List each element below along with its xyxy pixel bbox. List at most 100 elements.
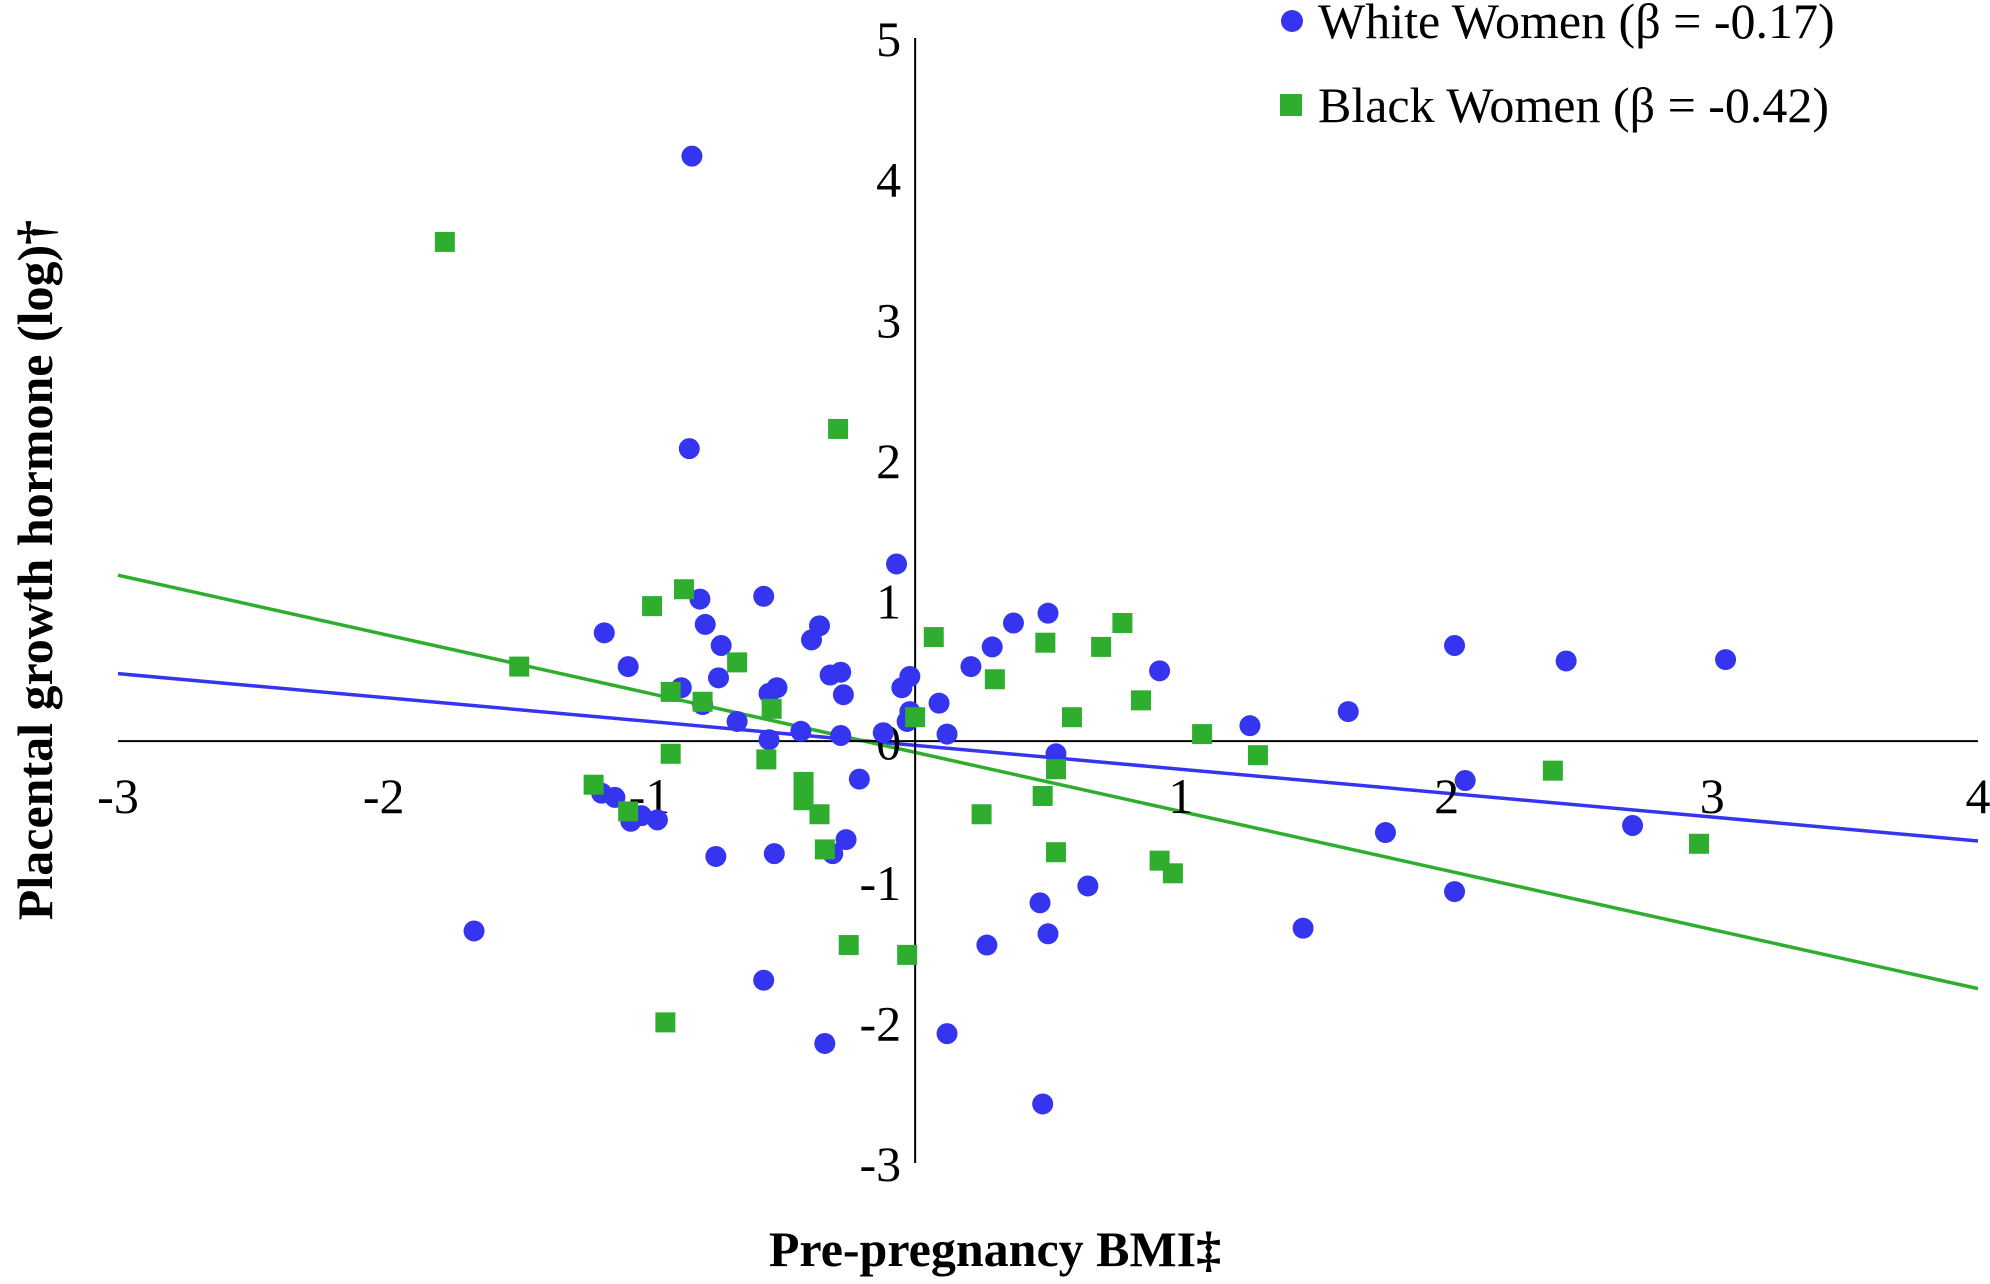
- point-white-women: [753, 586, 774, 607]
- point-black-women: [674, 579, 694, 599]
- point-black-women: [661, 744, 681, 764]
- point-white-women: [833, 684, 854, 705]
- x-tick-label: 3: [1700, 768, 1725, 824]
- legend-marker-black: [1280, 94, 1302, 116]
- x-tick-label: 2: [1434, 768, 1459, 824]
- y-tick-label: 5: [876, 11, 901, 67]
- point-white-women: [960, 656, 981, 677]
- point-black-women: [1046, 842, 1066, 862]
- x-tick-label: 4: [1966, 768, 1990, 824]
- point-white-women: [759, 729, 780, 750]
- point-white-women: [820, 665, 841, 686]
- point-white-women: [1338, 701, 1359, 722]
- point-black-women: [985, 669, 1005, 689]
- point-white-women: [1444, 881, 1465, 902]
- axes: [118, 38, 1978, 1163]
- point-white-women: [1149, 660, 1170, 681]
- point-white-women: [1715, 649, 1736, 670]
- x-tick-label: 1: [1168, 768, 1193, 824]
- point-black-women: [693, 692, 713, 712]
- point-white-women: [1030, 892, 1051, 913]
- point-white-women: [1375, 822, 1396, 843]
- point-white-women: [937, 724, 958, 745]
- y-tick-label: -2: [859, 995, 901, 1051]
- y-tick-label: 1: [876, 574, 901, 630]
- point-black-women: [618, 801, 638, 821]
- point-black-women: [435, 232, 455, 252]
- point-white-women: [618, 656, 639, 677]
- point-white-women: [929, 693, 950, 714]
- point-white-women: [1556, 650, 1577, 671]
- point-white-women: [937, 1023, 958, 1044]
- point-white-women: [1293, 918, 1314, 939]
- point-black-women: [1163, 863, 1183, 883]
- y-tick-label: -3: [859, 1136, 901, 1192]
- point-black-women: [584, 775, 604, 795]
- point-white-women: [705, 846, 726, 867]
- point-white-women: [1077, 875, 1098, 896]
- point-white-women: [801, 629, 822, 650]
- point-white-women: [681, 146, 702, 167]
- point-white-women: [594, 622, 615, 643]
- y-axis-title: Placental growth hormone (log)†: [7, 220, 63, 920]
- point-black-women: [661, 682, 681, 702]
- point-black-women: [924, 627, 944, 647]
- point-white-women: [764, 843, 785, 864]
- point-white-women: [849, 769, 870, 790]
- y-tick-label: 2: [876, 433, 901, 489]
- point-white-women: [814, 1033, 835, 1054]
- point-black-women: [815, 839, 835, 859]
- point-black-women: [762, 699, 782, 719]
- point-black-women: [1091, 637, 1111, 657]
- point-white-women: [1038, 603, 1059, 624]
- point-white-women: [873, 722, 894, 743]
- point-white-women: [1444, 635, 1465, 656]
- point-white-women: [1455, 770, 1476, 791]
- data-points: [435, 146, 1736, 1115]
- point-white-women: [1003, 613, 1024, 634]
- point-black-women: [1248, 745, 1268, 765]
- point-white-women: [753, 970, 774, 991]
- point-white-women: [891, 677, 912, 698]
- point-white-women: [1239, 715, 1260, 736]
- x-axis-title: Pre-pregnancy BMI‡: [769, 1221, 1221, 1277]
- point-white-women: [1622, 815, 1643, 836]
- point-black-women: [1046, 759, 1066, 779]
- point-black-women: [509, 657, 529, 677]
- point-black-women: [828, 419, 848, 439]
- point-black-women: [897, 945, 917, 965]
- point-black-women: [1112, 613, 1132, 633]
- point-black-women: [1131, 690, 1151, 710]
- point-black-women: [1033, 786, 1053, 806]
- point-black-women: [794, 772, 814, 792]
- point-black-women: [1689, 834, 1709, 854]
- y-tick-label: -1: [859, 855, 901, 911]
- point-white-women: [727, 711, 748, 732]
- point-black-women: [972, 804, 992, 824]
- point-white-women: [1038, 923, 1059, 944]
- y-tick-label: 3: [876, 292, 901, 348]
- x-tick-label: -3: [97, 768, 139, 824]
- x-tick-label: -2: [363, 768, 405, 824]
- point-white-women: [976, 935, 997, 956]
- point-white-women: [695, 614, 716, 635]
- point-black-women: [727, 652, 747, 672]
- point-black-women: [1543, 761, 1563, 781]
- legend-label-black: Black Women (β = -0.42): [1318, 77, 1829, 133]
- point-black-women: [905, 707, 925, 727]
- point-black-women: [642, 596, 662, 616]
- point-white-women: [886, 553, 907, 574]
- point-white-women: [679, 438, 700, 459]
- point-black-women: [655, 1012, 675, 1032]
- point-white-women: [790, 721, 811, 742]
- legend: White Women (β = -0.17) Black Women (β =…: [1280, 0, 1835, 133]
- point-black-women: [756, 749, 776, 769]
- point-white-women: [708, 667, 729, 688]
- point-white-women: [982, 636, 1003, 657]
- y-tick-label: 4: [876, 152, 901, 208]
- point-white-women: [464, 920, 485, 941]
- point-black-women: [809, 804, 829, 824]
